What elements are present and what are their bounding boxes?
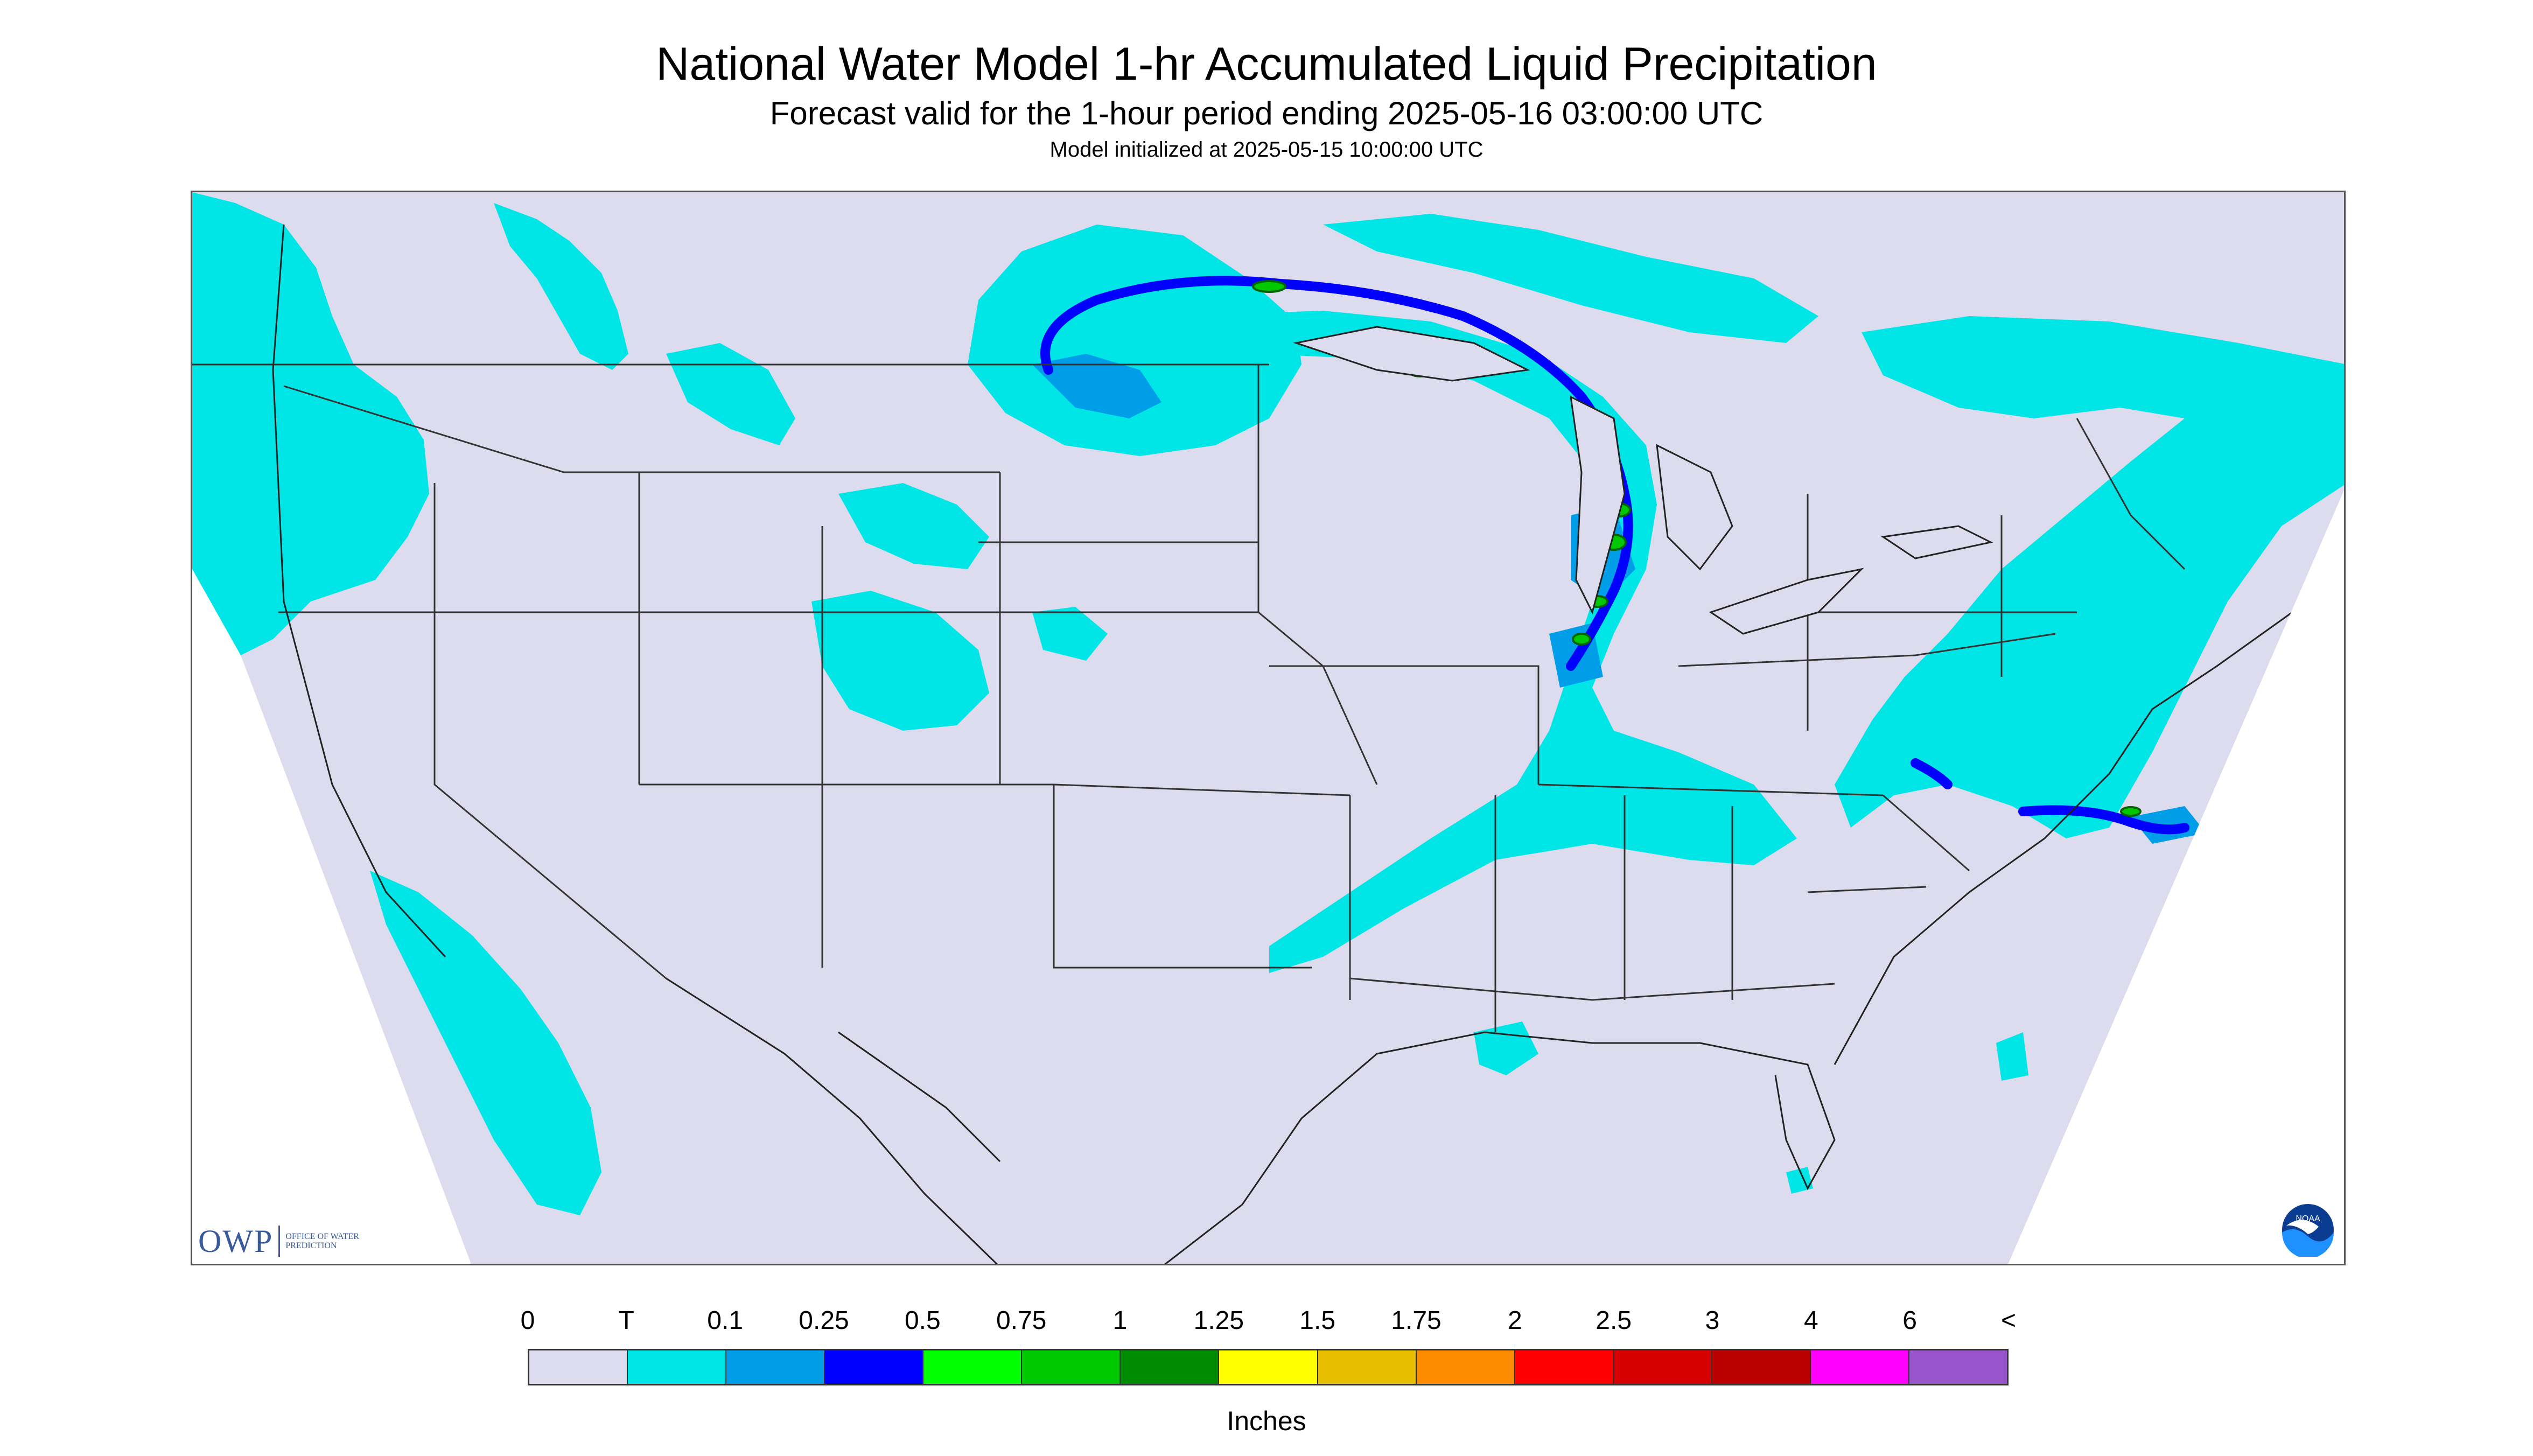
model-init-text: Model initialized at 2025-05-15 10:00:00…: [1049, 138, 1484, 162]
owp-logo-mark: OWP: [198, 1223, 274, 1259]
legend-tick-label: 6: [1902, 1306, 1918, 1335]
precip-great-lakes-band: [1172, 311, 1797, 973]
great-lakes: [1293, 326, 1993, 635]
legend-tick-label: 0.1: [707, 1306, 744, 1335]
legend-swatch: [1219, 1350, 1318, 1384]
legend-swatch: [825, 1350, 924, 1384]
legend-tick-label: 2.5: [1596, 1306, 1632, 1335]
legend-swatch: [1810, 1350, 1909, 1384]
legend-tick-label: 3: [1705, 1306, 1720, 1335]
precip-colorado: [811, 591, 989, 731]
map-canvas: [192, 192, 2344, 1264]
legend-units: Inches: [1227, 1406, 1306, 1436]
legend-swatch: [1121, 1350, 1220, 1384]
noaa-logo-icon: NOAA: [2282, 1204, 2334, 1257]
legend-swatch: [1416, 1350, 1515, 1384]
lake-erie: [1709, 568, 1864, 635]
precip-montana: [838, 483, 989, 569]
legend-tick-label: 1.5: [1299, 1306, 1336, 1335]
legend-swatch: [1318, 1350, 1417, 1384]
lake-huron: [1656, 444, 1733, 571]
map-title: National Water Model 1-hr Accumulated Li…: [656, 38, 1877, 90]
legend-swatch: [1022, 1350, 1121, 1384]
lake-superior: [1293, 326, 1530, 382]
precip-nebraska: [1032, 607, 1108, 661]
legend-swatch: [726, 1350, 825, 1384]
precip-interior-northwest: [494, 203, 628, 370]
precip-atlantic: [1996, 1032, 2028, 1081]
legend-swatch: [1909, 1350, 2007, 1384]
legend-tick-label: 1.75: [1391, 1306, 1442, 1335]
legend-tick-label: 2: [1507, 1306, 1522, 1335]
precip-canada-north: [1323, 214, 1818, 343]
legend-tick-label: 0.5: [904, 1306, 941, 1335]
legend-swatch: [1515, 1350, 1614, 1384]
map-subtitle: Forecast valid for the 1-hour period end…: [769, 95, 1764, 131]
owp-logo: OWP Office of Water Prediction: [198, 1222, 377, 1260]
precip-northern-rockies: [666, 343, 795, 445]
precip-medium-bands: [1040, 276, 2189, 835]
legend-tick-label: 0.25: [799, 1306, 849, 1335]
legend-tick-label: 0.75: [996, 1306, 1047, 1335]
precip-northeast: [1835, 316, 2344, 838]
outside-domain-left: [192, 569, 471, 1264]
legend-tick-label: T: [618, 1306, 634, 1335]
legend-swatch: [1712, 1350, 1811, 1384]
legend-tick-label: 1: [1112, 1306, 1128, 1335]
precip-southern-california: [370, 871, 601, 1215]
legend-tick-label: 4: [1803, 1306, 1818, 1335]
legend-tick-label: 1.25: [1193, 1306, 1244, 1335]
legend-swatch: [1613, 1350, 1712, 1384]
legend-swatch: [628, 1350, 727, 1384]
coastlines: [272, 224, 2344, 1264]
precipitation-map: [191, 191, 2346, 1265]
owp-logo-separator: [278, 1226, 281, 1257]
map-domain: [192, 192, 2344, 1264]
precip-gulf-coast: [1474, 1021, 1538, 1075]
precip-pacific-nw: [192, 192, 429, 655]
noaa-logo-text: NOAA: [2296, 1214, 2320, 1223]
legend-swatch: [923, 1350, 1023, 1384]
legend-tick-label: <: [2000, 1306, 2017, 1335]
lake-michigan: [1570, 395, 1626, 615]
state-boundaries: [192, 363, 2186, 1032]
precip-trace-areas: [192, 192, 2344, 1215]
legend-swatch: [529, 1350, 628, 1384]
legend-colorbar: [528, 1349, 2009, 1385]
lake-ontario: [1880, 525, 1993, 559]
owp-logo-text: Office of Water Prediction: [285, 1232, 359, 1250]
legend-tick-label: 0: [520, 1306, 535, 1335]
